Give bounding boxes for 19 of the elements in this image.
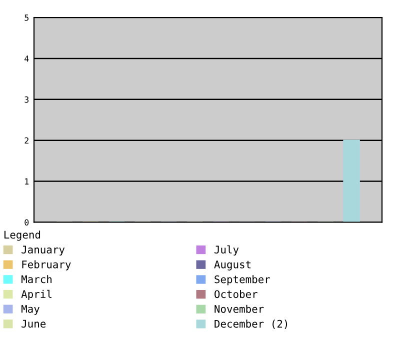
legend-label: April xyxy=(21,290,52,300)
y-tick-label: 5 xyxy=(24,14,28,21)
legend-label: February xyxy=(22,260,71,270)
y-tick-label: 1 xyxy=(25,178,29,184)
legend-label: June xyxy=(22,320,46,328)
legend-label: October xyxy=(214,290,258,298)
legend-label: November xyxy=(214,304,264,313)
y-tick-label: 4 xyxy=(24,56,29,62)
legend-label: May xyxy=(22,305,40,315)
legend-label: July xyxy=(214,245,239,256)
legend-label: December (2) xyxy=(214,320,288,329)
legend-label: March xyxy=(22,275,52,284)
y-tick-label: 0 xyxy=(24,219,29,226)
legend-label: September xyxy=(214,275,270,286)
legend-label: January xyxy=(22,246,65,256)
legend-label: August xyxy=(214,260,251,270)
legend-title: Legend xyxy=(4,230,40,241)
y-tick-label: 2 xyxy=(24,137,28,144)
y-tick-label: 3 xyxy=(24,96,29,103)
